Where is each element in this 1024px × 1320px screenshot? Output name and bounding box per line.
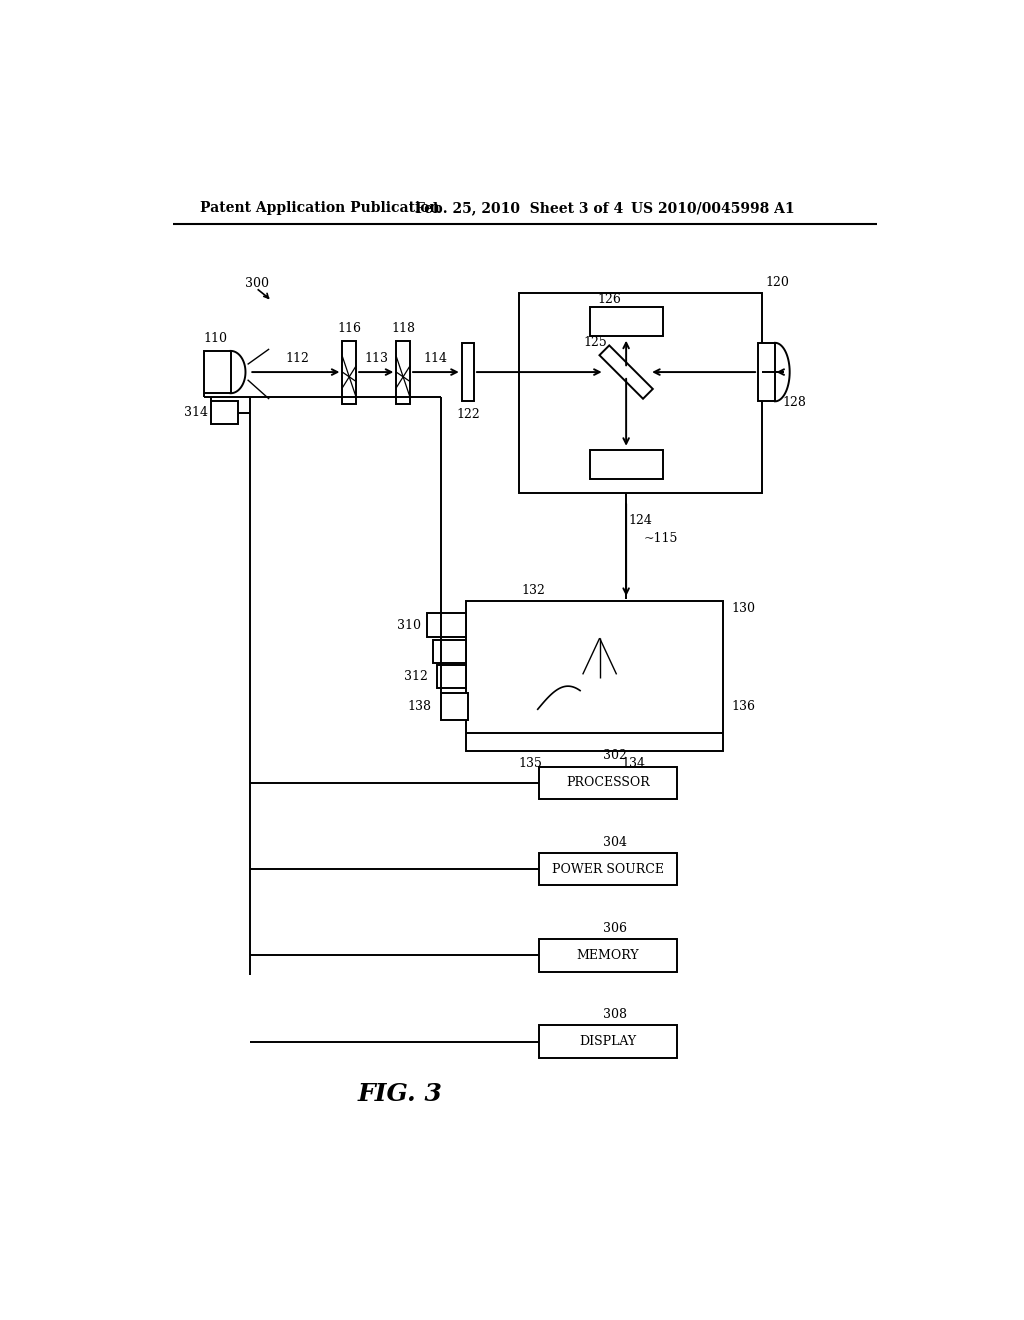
Text: 124: 124 (628, 513, 652, 527)
Bar (539, 1026, 677, 1057)
Bar (539, 767, 677, 799)
Text: Feb. 25, 2010  Sheet 3 of 4: Feb. 25, 2010 Sheet 3 of 4 (416, 202, 624, 215)
Text: 114: 114 (424, 351, 447, 364)
Text: 138: 138 (408, 700, 432, 713)
Text: DISPLAY: DISPLAY (580, 1035, 637, 1048)
Text: ~115: ~115 (644, 532, 678, 545)
Text: 132: 132 (521, 583, 545, 597)
Text: POWER SOURCE: POWER SOURCE (552, 862, 664, 875)
Text: 304: 304 (603, 836, 627, 849)
Text: 302: 302 (603, 750, 627, 763)
Text: PROCESSOR: PROCESSOR (566, 776, 650, 789)
Text: 130: 130 (731, 602, 755, 615)
Bar (437, 665, 466, 688)
Text: MEMORY: MEMORY (577, 949, 639, 962)
Text: 312: 312 (403, 671, 428, 684)
Bar (539, 940, 677, 972)
Text: 134: 134 (622, 758, 645, 770)
Bar (462, 343, 474, 401)
Bar (396, 341, 410, 404)
Text: 112: 112 (286, 351, 309, 364)
Bar (466, 601, 724, 751)
Bar (204, 351, 230, 393)
Text: 300: 300 (245, 277, 268, 290)
Text: Patent Application Publication: Patent Application Publication (200, 202, 439, 215)
Text: 116: 116 (337, 322, 361, 335)
Text: FIG. 3: FIG. 3 (357, 1082, 442, 1106)
Text: 136: 136 (731, 700, 755, 713)
Text: 126: 126 (597, 293, 622, 306)
Text: 110: 110 (204, 333, 227, 345)
Bar (342, 341, 356, 404)
Bar (441, 693, 468, 719)
Bar (211, 401, 239, 424)
Text: 135: 135 (518, 758, 542, 770)
Bar (519, 293, 762, 494)
Bar (539, 853, 677, 886)
Bar (433, 640, 466, 663)
Bar (590, 308, 663, 337)
Bar (590, 450, 663, 479)
Text: 120: 120 (766, 276, 790, 289)
Polygon shape (599, 346, 653, 399)
Text: US 2010/0045998 A1: US 2010/0045998 A1 (631, 202, 795, 215)
Text: 118: 118 (391, 322, 415, 335)
Text: 113: 113 (365, 351, 388, 364)
Bar (758, 343, 775, 401)
Text: 314: 314 (183, 407, 208, 418)
Text: 308: 308 (603, 1008, 627, 1022)
Text: 122: 122 (456, 408, 479, 421)
Text: 310: 310 (397, 619, 421, 631)
Text: 125: 125 (584, 337, 607, 350)
Bar (427, 612, 466, 638)
Text: 306: 306 (603, 921, 627, 935)
Text: 128: 128 (782, 396, 806, 409)
